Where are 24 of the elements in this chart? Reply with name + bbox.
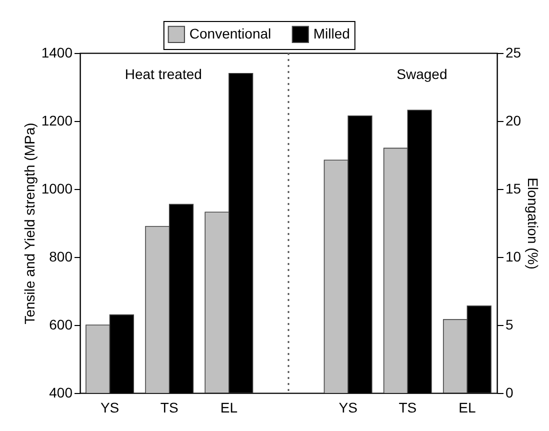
- y2-tick-label: 25: [506, 44, 522, 60]
- annotation: Swaged: [396, 66, 448, 82]
- y-tick-label: 1000: [41, 180, 73, 196]
- y-tick-label: 1200: [41, 112, 73, 128]
- y2-tick-label: 20: [506, 112, 522, 128]
- annotation: Heat treated: [124, 66, 202, 82]
- y2-axis-title: Elongation (%): [525, 178, 542, 270]
- legend-label: Conventional: [189, 25, 272, 42]
- y2-tick-label: 5: [506, 316, 514, 332]
- y-axis-title: Tensile and Yield strength (MPa): [21, 122, 38, 324]
- x-tick-label: TS: [160, 400, 178, 416]
- x-tick-label: YS: [100, 400, 120, 416]
- legend-label: Milled: [313, 25, 350, 42]
- x-tick-label: EL: [220, 400, 238, 416]
- x-tick-label: EL: [458, 400, 476, 416]
- y-tick-label: 400: [49, 384, 73, 400]
- y-tick-label: 600: [49, 316, 73, 332]
- x-tick-label: YS: [338, 400, 358, 416]
- x-tick-label: TS: [398, 400, 417, 416]
- y2-tick-label: 10: [506, 248, 522, 264]
- y2-tick-label: 15: [506, 180, 522, 196]
- y2-tick-label: 0: [506, 384, 514, 400]
- y-tick-label: 800: [49, 248, 73, 264]
- y-tick-label: 1400: [41, 44, 73, 60]
